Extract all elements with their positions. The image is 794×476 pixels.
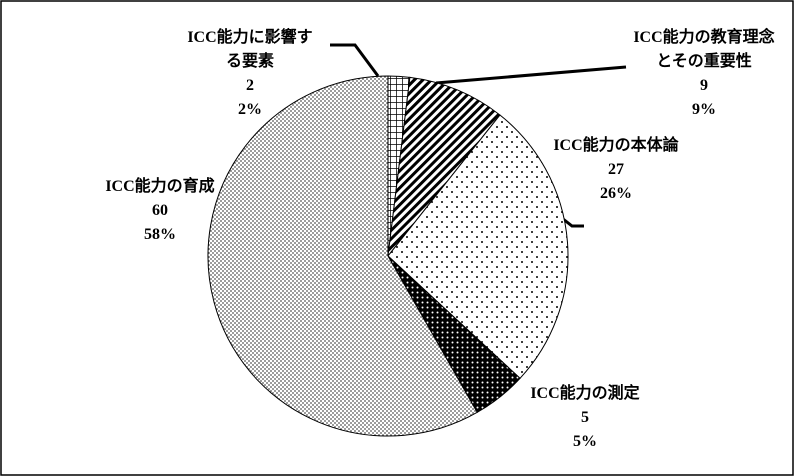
category-label: ICC能力の育成 [105,178,215,195]
category-label: ICC能力の本体論 [553,137,679,154]
slice-label: ICC能力の本体論 27 26% [542,134,690,206]
value-label: 27 [608,161,624,178]
value-label: 9 [700,77,708,94]
slice-label: ICC能力に影響する要素 2 2% [180,26,320,122]
category-label: ICC能力の教育理念とその重要性 [633,29,775,70]
percent-label: 26% [600,185,632,202]
category-label: ICC能力に影響する要素 [187,29,313,70]
leader-line [435,65,627,85]
percent-label: 9% [692,101,716,118]
value-label: 5 [581,409,589,426]
pie-slice [387,76,501,258]
pie-slice [207,75,478,437]
percent-label: 58% [144,226,176,243]
slice-label: ICC能力の教育理念とその重要性 9 9% [626,26,782,122]
value-label: 60 [152,202,168,219]
leader-line [330,43,380,77]
slice-label: ICC能力の育成 60 58% [80,175,240,247]
percent-label: 5% [573,433,597,450]
value-label: 2 [246,77,254,94]
percent-label: 2% [238,101,262,118]
category-label: ICC能力の測定 [530,385,640,402]
pie-slice [387,114,569,380]
slice-label: ICC能力の測定 5 5% [510,382,660,454]
